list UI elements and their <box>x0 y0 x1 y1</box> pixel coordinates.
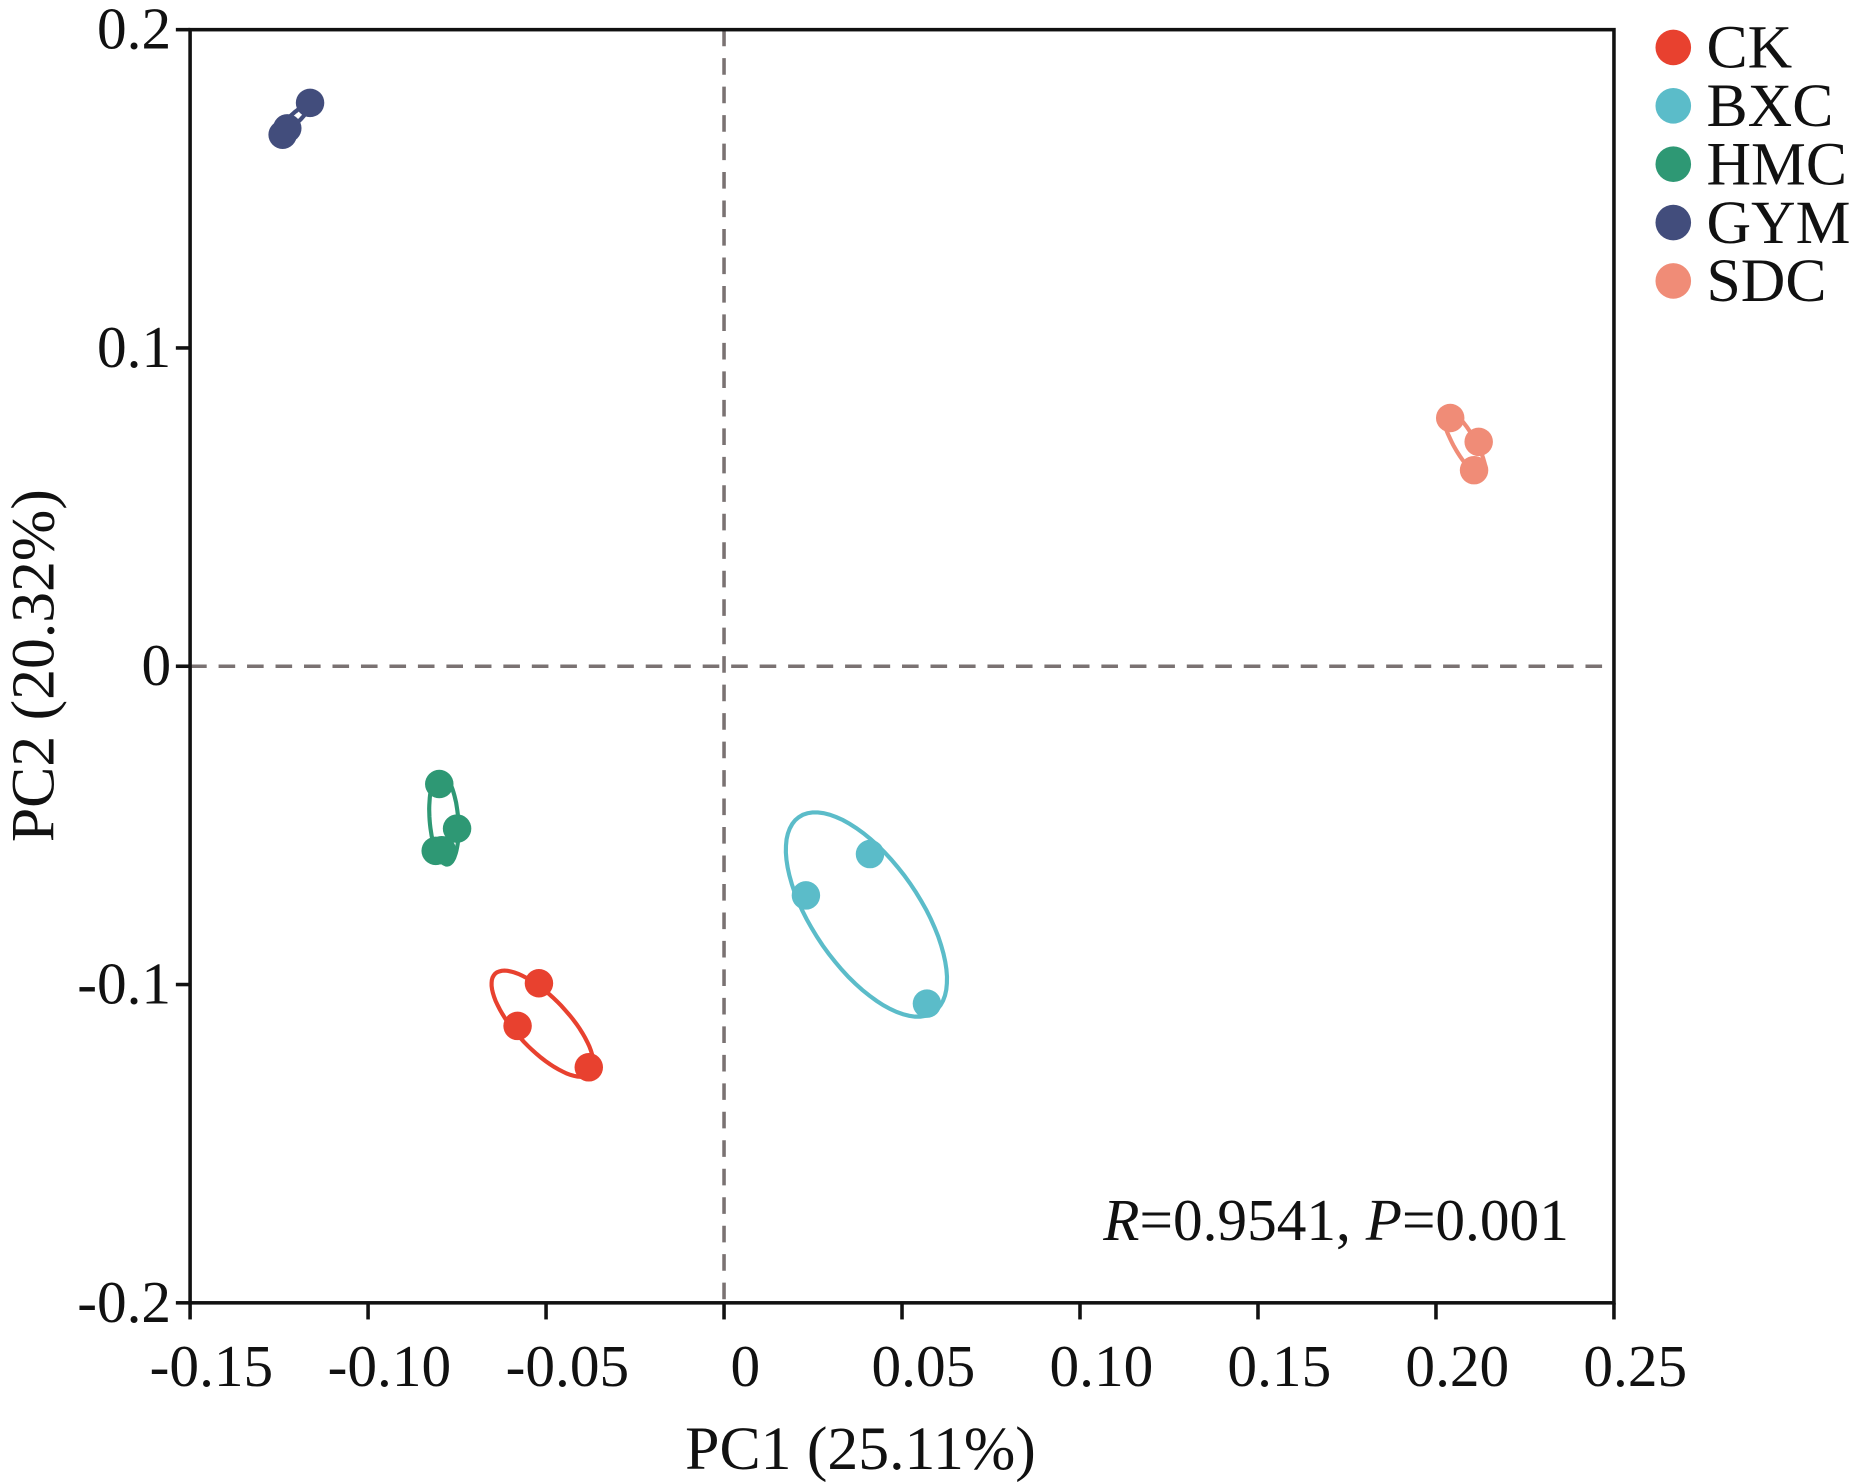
point-sdc <box>1459 455 1489 485</box>
r-value: =0.9541, <box>1140 1187 1366 1253</box>
legend-label-hmc: HMC <box>1707 130 1848 198</box>
x-axis: -0.15 -0.10 -0.05 0 0.05 0.10 0.15 0.20 0.25 <box>150 1302 1687 1399</box>
ellipse-ck <box>489 968 596 1079</box>
x-tick-label: 0.25 <box>1583 1333 1687 1399</box>
y-axis: 0.2 0.1 0 -0.1 -0.2 <box>77 0 191 1335</box>
x-tick-label: 0.15 <box>1227 1333 1331 1399</box>
x-tick-label: -0.05 <box>506 1333 630 1399</box>
point-bxc <box>855 839 885 869</box>
stats-annotation: R=0.9541, P=0.001 <box>1102 1187 1569 1253</box>
x-tick-label: -0.15 <box>150 1333 274 1399</box>
y-tick-label: 0.1 <box>97 314 171 380</box>
legend-marker-bxc <box>1655 88 1692 124</box>
point-bxc <box>912 989 942 1018</box>
legend-label-sdc: SDC <box>1707 247 1827 315</box>
plot-area <box>190 29 1614 1303</box>
y-tick-label: -0.2 <box>77 1269 171 1335</box>
x-tick-label: 0.05 <box>871 1333 975 1399</box>
y-tick-label: -0.1 <box>77 951 171 1017</box>
p-label: P <box>1365 1187 1402 1253</box>
r-label: R <box>1102 1187 1139 1253</box>
legend-marker-gym <box>1655 204 1692 241</box>
point-hmc <box>425 769 454 799</box>
y-axis-title: PC2 (20.32%) <box>0 489 68 842</box>
point-sdc <box>1464 427 1493 457</box>
legend-label-bxc: BXC <box>1707 72 1834 140</box>
point-gym <box>295 88 325 118</box>
legend-label-ck: CK <box>1707 14 1793 82</box>
point-ck <box>524 969 554 998</box>
x-tick-label: 0.10 <box>1049 1333 1153 1399</box>
legend-label-gym: GYM <box>1707 189 1851 257</box>
legend-marker-sdc <box>1655 263 1692 299</box>
point-ck <box>574 1053 604 1082</box>
point-bxc <box>791 881 821 910</box>
point-sdc <box>1435 403 1465 433</box>
x-tick-label: 0.20 <box>1405 1333 1509 1399</box>
ellipse-bxc <box>783 810 950 1019</box>
x-axis-title: PC1 (25.11%) <box>685 1415 1036 1482</box>
y-tick-label: 0 <box>141 632 171 698</box>
y-tick-label: 0.2 <box>97 0 171 62</box>
point-gym <box>273 114 302 143</box>
point-ck <box>503 1011 532 1041</box>
p-value: =0.001 <box>1402 1187 1569 1253</box>
x-tick-label: 0 <box>731 1333 761 1399</box>
x-tick-label: -0.10 <box>328 1333 452 1399</box>
legend-marker-ck <box>1655 29 1692 66</box>
point-hmc <box>427 835 456 865</box>
legend-marker-hmc <box>1655 146 1692 183</box>
point-hmc <box>442 814 472 843</box>
